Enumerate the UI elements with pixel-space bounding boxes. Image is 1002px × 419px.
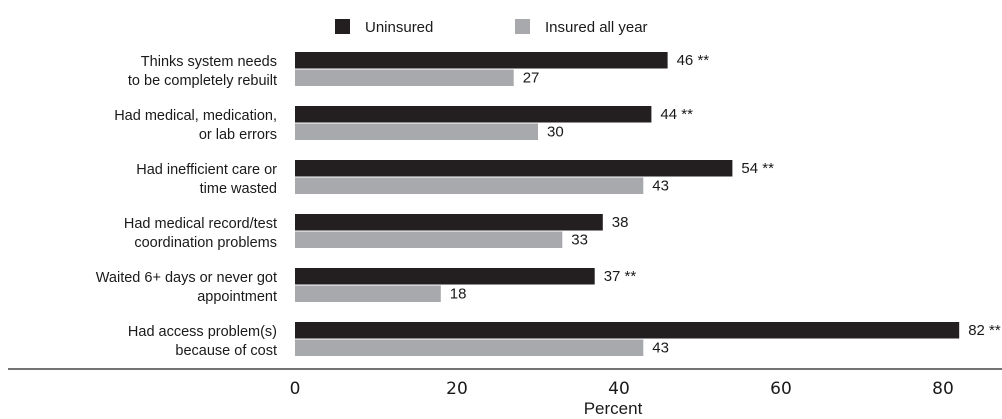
value-labels: 46 ** 27 44 ** 30 54 ** 43 38 33 37 ** 18 82 ** 43 xyxy=(450,52,1001,357)
bar-insured-3 xyxy=(295,231,563,248)
value-label: 30 xyxy=(547,124,564,141)
category-label: appointment xyxy=(197,289,277,305)
bar-insured-4 xyxy=(295,285,441,302)
x-tick-label: 40 xyxy=(608,379,630,399)
value-label: 18 xyxy=(450,286,467,303)
bar-uninsured-0 xyxy=(295,52,668,69)
bar-uninsured-5 xyxy=(295,322,960,339)
x-tick-labels: 0 20 40 60 80 xyxy=(290,379,954,399)
value-label: 54 ** xyxy=(741,160,774,177)
bar-uninsured-3 xyxy=(295,214,603,231)
value-label: 82 ** xyxy=(968,322,1001,339)
legend-swatch-1 xyxy=(515,19,530,34)
x-tick-label: 80 xyxy=(932,379,954,399)
category-label: Had medical record/test xyxy=(124,216,277,232)
bar-insured-2 xyxy=(295,177,644,194)
category-label: or lab errors xyxy=(199,127,277,143)
x-tick-label: 60 xyxy=(770,379,792,399)
x-tick-label: 0 xyxy=(290,379,301,399)
category-label: coordination problems xyxy=(134,235,277,251)
bars xyxy=(295,52,960,356)
value-label: 43 xyxy=(652,178,669,195)
category-label: Had access problem(s) xyxy=(128,324,277,340)
bar-insured-0 xyxy=(295,69,514,86)
category-label: Had inefficient care or xyxy=(136,162,277,178)
legend-label-1: Insured all year xyxy=(545,19,648,36)
category-label: Thinks system needs xyxy=(141,54,277,70)
category-label: because of cost xyxy=(175,343,277,359)
legend-label-0: Uninsured xyxy=(365,19,433,36)
bar-uninsured-2 xyxy=(295,160,733,177)
value-label: 33 xyxy=(571,232,588,249)
value-label: 38 xyxy=(612,214,629,231)
category-label: time wasted xyxy=(200,181,277,197)
category-label: Waited 6+ days or never got xyxy=(96,270,277,286)
x-tick-label: 20 xyxy=(446,379,468,399)
legend: Uninsured Insured all year xyxy=(335,19,648,36)
value-label: 27 xyxy=(523,70,540,87)
category-label: to be completely rebuilt xyxy=(128,73,277,89)
value-label: 44 ** xyxy=(660,106,693,123)
category-label: Had medical, medication, xyxy=(114,108,277,124)
bar-insured-5 xyxy=(295,339,644,356)
value-label: 46 ** xyxy=(677,52,710,69)
x-axis-label: Percent xyxy=(584,399,643,418)
bar-insured-1 xyxy=(295,123,538,140)
category-labels: Thinks system needs to be completely rebu… xyxy=(96,54,277,359)
value-label: 37 ** xyxy=(604,268,637,285)
bar-uninsured-1 xyxy=(295,106,652,123)
bar-uninsured-4 xyxy=(295,268,595,285)
legend-swatch-0 xyxy=(335,19,350,34)
value-label: 43 xyxy=(652,340,669,357)
